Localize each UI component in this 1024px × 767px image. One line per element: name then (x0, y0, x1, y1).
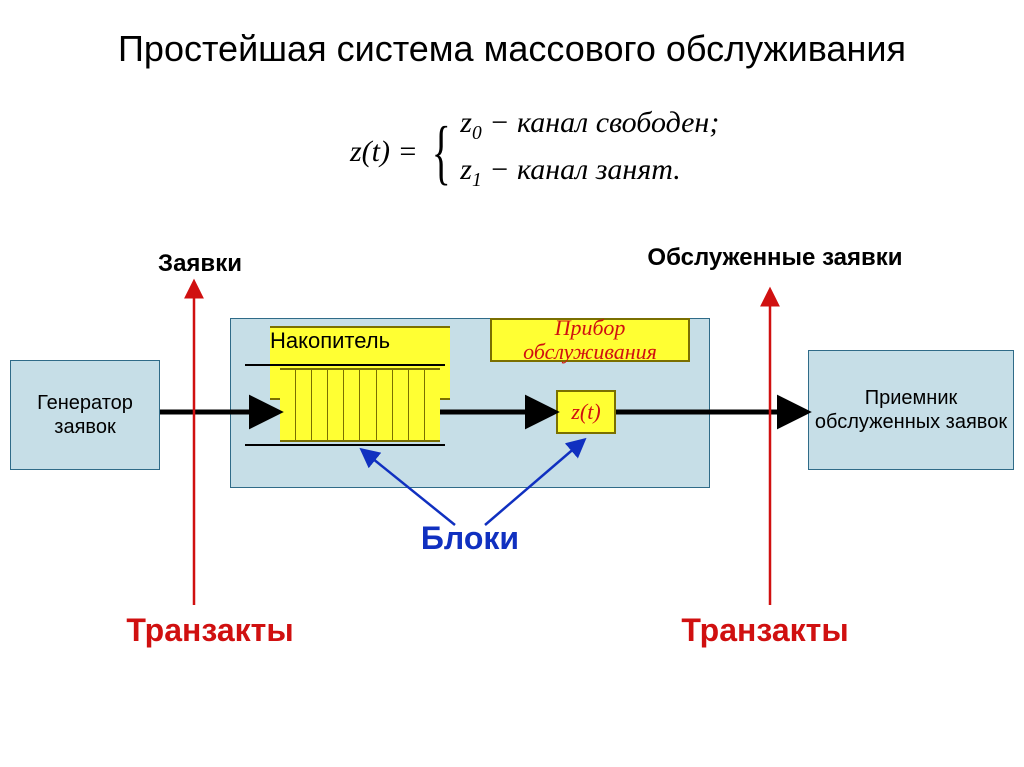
formula-cases: z0 − канал свободен; z1 − канал занят. (460, 105, 719, 199)
block-generator: Генератор заявок (10, 360, 160, 470)
label-requests: Заявки (130, 250, 270, 278)
server-label: z(t) (571, 399, 600, 425)
buffer-cell (328, 370, 344, 440)
buffer-top-line (245, 364, 445, 366)
formula-case-0: z0 − канал свободен; (460, 105, 719, 152)
buffer-cell (312, 370, 328, 440)
diagram-stage: Простейшая система массового обслуживани… (0, 0, 1024, 767)
buffer-cell (425, 370, 440, 440)
formula-case-1: z1 − канал занят. (460, 152, 719, 199)
buffer-queue (280, 368, 440, 442)
page-title: Простейшая система массового обслуживани… (0, 28, 1024, 70)
server-block: z(t) (556, 390, 616, 434)
label-server: Прибор обслуживания (490, 318, 690, 362)
buffer-cell (280, 370, 296, 440)
buffer-cell (296, 370, 312, 440)
formula: z(t) = { z0 − канал свободен; z1 − канал… (350, 105, 970, 199)
buffer-cell (344, 370, 360, 440)
label-transacts-left: Транзакты (100, 612, 320, 649)
buffer-cell (393, 370, 409, 440)
block-receiver-text: Приемник обслуженных заявок (809, 386, 1013, 434)
label-blocks: Блоки (370, 520, 570, 557)
brace-icon: { (432, 122, 451, 182)
block-receiver: Приемник обслуженных заявок (808, 350, 1014, 470)
buffer-cell (409, 370, 425, 440)
label-served-requests: Обслуженные заявки (635, 244, 915, 272)
formula-lhs: z(t) = (350, 135, 418, 169)
block-generator-text: Генератор заявок (11, 391, 159, 439)
buffer-cell (377, 370, 393, 440)
buffer-cell (360, 370, 376, 440)
buffer-bottom-line (245, 444, 445, 446)
label-transacts-right: Транзакты (655, 612, 875, 649)
